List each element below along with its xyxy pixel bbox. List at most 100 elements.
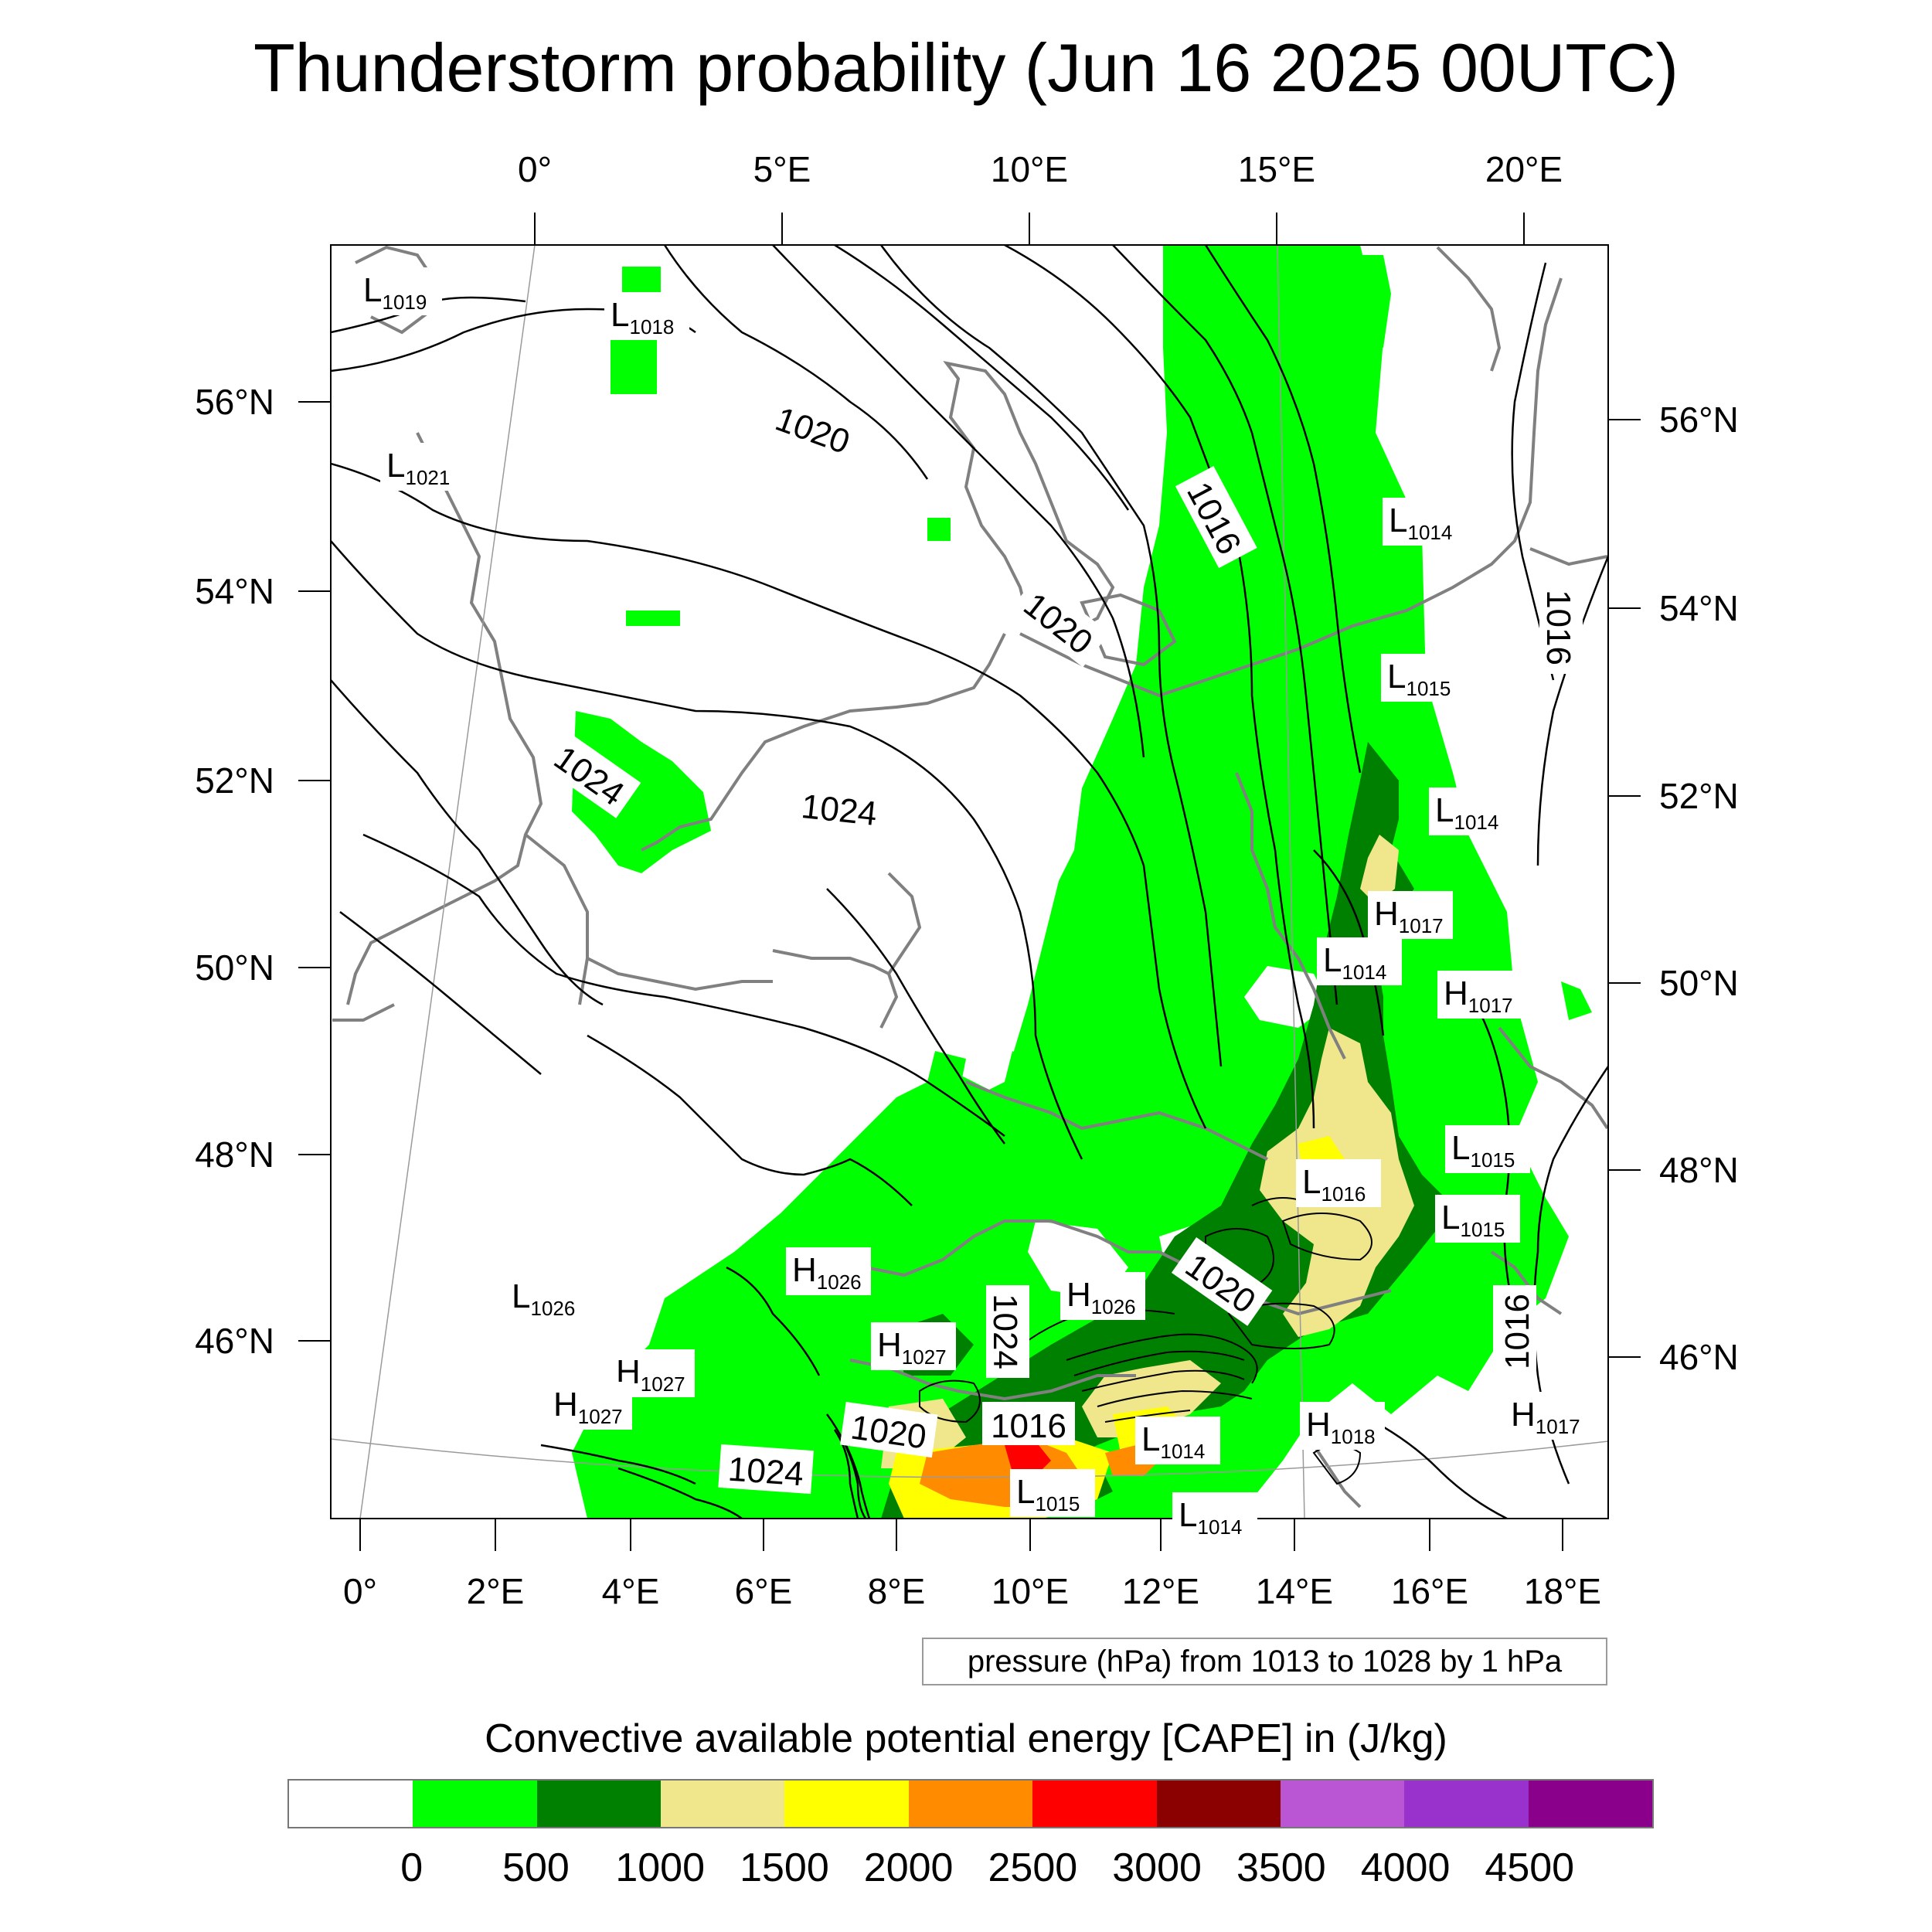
center-value: 1021 <box>405 466 450 489</box>
colorbar-tick-label: 1500 <box>740 1845 829 1890</box>
svg-text:L1014: L1014 <box>1323 941 1386 984</box>
colorbar-segment <box>908 1781 1033 1827</box>
bottom-lon-label: 12°E <box>1122 1571 1199 1611</box>
svg-text:H1017: H1017 <box>1511 1396 1580 1438</box>
top-lon-label: 20°E <box>1485 149 1563 189</box>
center-type: L <box>611 296 629 334</box>
colorbar-segment <box>413 1781 537 1827</box>
center-type: H <box>792 1251 817 1289</box>
pressure-centers: L1019 L1018 L1021 L1014 L1015 L1014 H101… <box>357 267 1590 1539</box>
center-value: 1014 <box>1407 521 1452 544</box>
center-type: H <box>1374 895 1399 933</box>
left-lat-label: 46°N <box>195 1321 274 1361</box>
svg-text:H1027: H1027 <box>553 1386 623 1428</box>
center-type: L <box>1179 1496 1197 1534</box>
colorbar <box>287 1779 1654 1828</box>
svg-text:L1014: L1014 <box>1389 502 1452 544</box>
isobar-label: 1016 <box>1539 590 1577 665</box>
colorbar-tick-label: 3500 <box>1236 1845 1326 1890</box>
svg-text:L1026: L1026 <box>512 1277 575 1320</box>
colorbar-segment <box>784 1781 909 1827</box>
svg-text:H1027: H1027 <box>877 1326 947 1369</box>
center-type: L <box>1435 791 1454 829</box>
top-lon-label: 15°E <box>1238 149 1315 189</box>
bottom-lon-label: 14°E <box>1256 1571 1333 1611</box>
center-type: L <box>363 271 382 309</box>
svg-text:L1015: L1015 <box>1016 1473 1080 1515</box>
svg-text:H1026: H1026 <box>1066 1276 1136 1318</box>
left-latitude-labels: 56°N 54°N 52°N 50°N 48°N 46°N <box>195 382 274 1361</box>
top-lon-label: 10°E <box>991 149 1068 189</box>
colorbar-segment <box>1280 1781 1405 1827</box>
colorbar-segment <box>1032 1781 1157 1827</box>
center-value: 1014 <box>1160 1440 1205 1463</box>
svg-text:L1015: L1015 <box>1451 1129 1515 1172</box>
center-type: L <box>1451 1129 1470 1167</box>
center-type: L <box>512 1277 530 1315</box>
center-type: H <box>1306 1406 1331 1444</box>
isobar-label: 1016 <box>1498 1294 1536 1369</box>
svg-text:L1019: L1019 <box>363 271 427 314</box>
svg-text:H1018: H1018 <box>1306 1406 1376 1448</box>
colorbar-segment <box>1404 1781 1529 1827</box>
colorbar-tick-label: 2500 <box>988 1845 1078 1890</box>
svg-text:L1016: L1016 <box>1302 1163 1366 1206</box>
svg-text:L1015: L1015 <box>1441 1199 1505 1241</box>
colorbar-segment <box>289 1781 413 1827</box>
bottom-lon-label: 10°E <box>992 1571 1069 1611</box>
plot-area <box>331 245 1608 1519</box>
bottom-lon-label: 18°E <box>1524 1571 1601 1611</box>
center-value: 1018 <box>1331 1425 1376 1448</box>
center-type: L <box>1302 1163 1321 1201</box>
bottom-lon-label: 2°E <box>467 1571 525 1611</box>
center-value: 1014 <box>1454 811 1498 834</box>
center-value: 1014 <box>1197 1515 1242 1539</box>
plot-frame <box>330 244 1609 1519</box>
left-lat-label: 54°N <box>195 571 274 611</box>
bottom-lon-label: 16°E <box>1391 1571 1468 1611</box>
center-type: L <box>1141 1420 1160 1458</box>
bottom-lon-label: 4°E <box>602 1571 660 1611</box>
center-value: 1026 <box>817 1270 862 1294</box>
center-value: 1027 <box>902 1345 947 1369</box>
tick-marks <box>298 213 1641 1551</box>
colorbar-segment <box>1528 1781 1652 1827</box>
center-value: 1015 <box>1406 677 1451 700</box>
pressure-note: pressure (hPa) from 1013 to 1028 by 1 hP… <box>922 1638 1607 1685</box>
left-lat-label: 48°N <box>195 1134 274 1175</box>
center-type: H <box>1511 1396 1536 1434</box>
isobar-label: 1024 <box>800 787 879 833</box>
center-type: L <box>1387 658 1406 696</box>
center-value: 1015 <box>1460 1218 1505 1241</box>
center-type: H <box>1444 975 1468 1012</box>
center-type: H <box>877 1326 902 1364</box>
right-lat-label: 52°N <box>1659 776 1739 816</box>
svg-text:H1017: H1017 <box>1444 975 1513 1017</box>
center-value: 1017 <box>1468 994 1513 1017</box>
center-type: L <box>1016 1473 1035 1511</box>
center-value: 1019 <box>382 291 427 314</box>
right-latitude-labels: 56°N 54°N 52°N 50°N 48°N 46°N <box>1659 400 1739 1377</box>
colorbar-segment <box>1156 1781 1281 1827</box>
center-value: 1026 <box>530 1297 575 1320</box>
left-lat-label: 56°N <box>195 382 274 422</box>
right-lat-label: 56°N <box>1659 400 1739 440</box>
svg-text:L1014: L1014 <box>1179 1496 1242 1539</box>
center-type: H <box>553 1386 578 1423</box>
svg-text:L1021: L1021 <box>386 447 450 489</box>
left-lat-label: 50°N <box>195 947 274 988</box>
map-title: Thunderstorm probability (Jun 16 2025 00… <box>253 29 1679 106</box>
center-type: L <box>1323 941 1342 979</box>
colorbar-tick-label: 4000 <box>1360 1845 1451 1890</box>
center-value: 1016 <box>1321 1182 1366 1206</box>
colorbar-tick-label: 2000 <box>863 1845 954 1890</box>
center-value: 1017 <box>1536 1415 1580 1438</box>
isobar-label: 1024 <box>986 1294 1024 1369</box>
colorbar-tick-label: 500 <box>502 1845 570 1890</box>
center-type: L <box>386 447 405 485</box>
graticule <box>331 245 1608 1519</box>
colorbar-tick-labels: 0 500 1000 1500 2000 2500 3000 3500 4000 4500 <box>0 1843 1932 1897</box>
right-lat-label: 50°N <box>1659 963 1739 1003</box>
bottom-longitude-labels: 0° 2°E 4°E 6°E 8°E 10°E 12°E 14°E 16°E 1… <box>343 1571 1601 1611</box>
center-type: H <box>1066 1276 1091 1314</box>
